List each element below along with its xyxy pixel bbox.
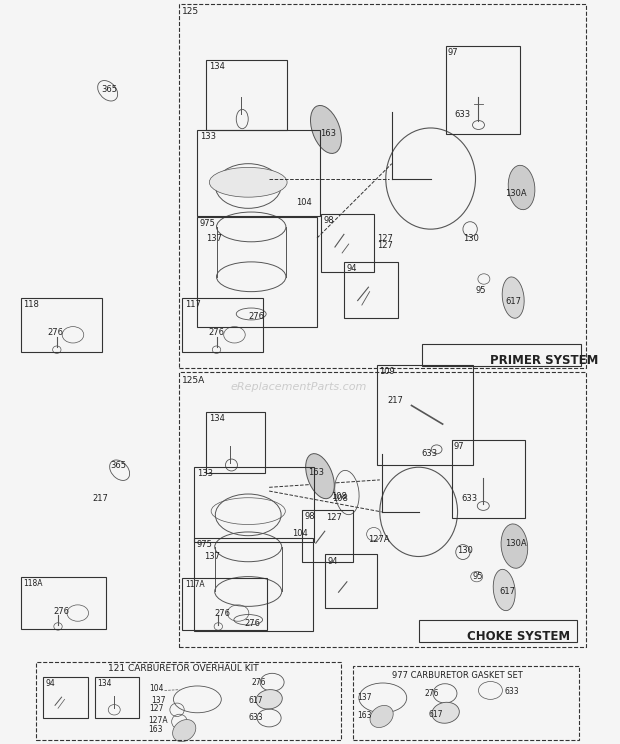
Text: 617: 617 — [505, 297, 521, 306]
Text: 94: 94 — [327, 557, 338, 565]
Text: 127: 127 — [377, 241, 392, 250]
Text: 108: 108 — [332, 494, 348, 503]
Text: 163: 163 — [358, 711, 372, 720]
Text: 137: 137 — [358, 693, 372, 702]
Text: 617: 617 — [248, 696, 263, 705]
Text: 163: 163 — [148, 725, 163, 734]
Text: 104: 104 — [296, 198, 312, 207]
Text: 365: 365 — [102, 85, 118, 94]
Ellipse shape — [502, 277, 524, 318]
Text: 94: 94 — [45, 679, 55, 688]
Text: CHOKE SYSTEM: CHOKE SYSTEM — [466, 629, 570, 643]
Text: 276: 276 — [425, 689, 439, 698]
Text: 975: 975 — [200, 219, 216, 228]
Text: 95: 95 — [476, 286, 486, 295]
Text: 633: 633 — [422, 449, 438, 458]
Ellipse shape — [501, 524, 528, 568]
Text: 134: 134 — [97, 679, 112, 688]
Text: 95: 95 — [472, 572, 483, 581]
Text: 98: 98 — [324, 216, 334, 225]
Text: 127A: 127A — [368, 535, 389, 544]
Text: 118A: 118A — [24, 579, 43, 588]
Text: 163: 163 — [308, 468, 324, 477]
Text: 127A: 127A — [148, 716, 168, 725]
Text: PRIMER SYSTEM: PRIMER SYSTEM — [490, 353, 599, 367]
Text: 137: 137 — [151, 696, 165, 705]
Text: 276: 276 — [48, 328, 64, 337]
Text: 137: 137 — [205, 552, 221, 561]
Text: 104: 104 — [149, 684, 164, 693]
Ellipse shape — [172, 719, 196, 742]
Text: 125: 125 — [182, 7, 200, 16]
Text: 633: 633 — [454, 110, 471, 119]
Text: 130A: 130A — [505, 539, 527, 548]
Text: 137: 137 — [206, 234, 223, 243]
Text: 633: 633 — [462, 494, 478, 503]
Text: 117A: 117A — [185, 580, 205, 589]
Text: 633: 633 — [248, 713, 263, 722]
Text: 130: 130 — [458, 546, 474, 555]
Text: 109: 109 — [379, 367, 395, 376]
Text: 94: 94 — [347, 264, 356, 273]
Ellipse shape — [306, 454, 334, 498]
Ellipse shape — [494, 569, 515, 611]
Text: 108: 108 — [330, 493, 347, 501]
Text: 125A: 125A — [182, 376, 206, 385]
Text: 365: 365 — [110, 461, 126, 469]
Text: 133: 133 — [200, 132, 216, 141]
Text: 98: 98 — [304, 512, 315, 521]
Ellipse shape — [508, 165, 535, 210]
Text: 975: 975 — [197, 540, 213, 549]
Text: 217: 217 — [388, 396, 404, 405]
Text: 276: 276 — [214, 609, 230, 618]
Text: 977 CARBURETOR GASKET SET: 977 CARBURETOR GASKET SET — [392, 671, 523, 680]
Text: eReplacementParts.com: eReplacementParts.com — [231, 382, 367, 392]
Text: 276: 276 — [248, 312, 264, 321]
Text: 118: 118 — [24, 300, 39, 309]
Text: 127: 127 — [377, 234, 392, 243]
Text: 130: 130 — [464, 234, 479, 243]
Text: 163: 163 — [320, 129, 336, 138]
Text: 97: 97 — [448, 48, 459, 57]
Text: 130A: 130A — [505, 189, 527, 198]
Text: 127: 127 — [149, 704, 164, 713]
Text: 617: 617 — [500, 587, 515, 596]
Text: 104: 104 — [292, 529, 308, 538]
Ellipse shape — [432, 702, 459, 723]
Text: 617: 617 — [428, 710, 443, 719]
Ellipse shape — [210, 167, 287, 197]
Text: 133: 133 — [197, 469, 213, 478]
Text: 117: 117 — [185, 300, 201, 309]
Ellipse shape — [256, 690, 282, 709]
Text: 276: 276 — [244, 619, 260, 628]
Text: 276: 276 — [251, 678, 266, 687]
Text: 121 CARBURETOR OVERHAUL KIT: 121 CARBURETOR OVERHAUL KIT — [108, 664, 259, 673]
Ellipse shape — [311, 106, 342, 153]
Text: 276: 276 — [208, 328, 224, 337]
Text: 217: 217 — [93, 494, 108, 503]
Text: 134: 134 — [209, 62, 224, 71]
Ellipse shape — [370, 705, 393, 728]
Text: 276: 276 — [54, 607, 70, 616]
Text: 633: 633 — [505, 687, 520, 696]
Text: 127: 127 — [326, 513, 342, 522]
Text: 97: 97 — [454, 442, 464, 451]
Text: 134: 134 — [209, 414, 224, 423]
